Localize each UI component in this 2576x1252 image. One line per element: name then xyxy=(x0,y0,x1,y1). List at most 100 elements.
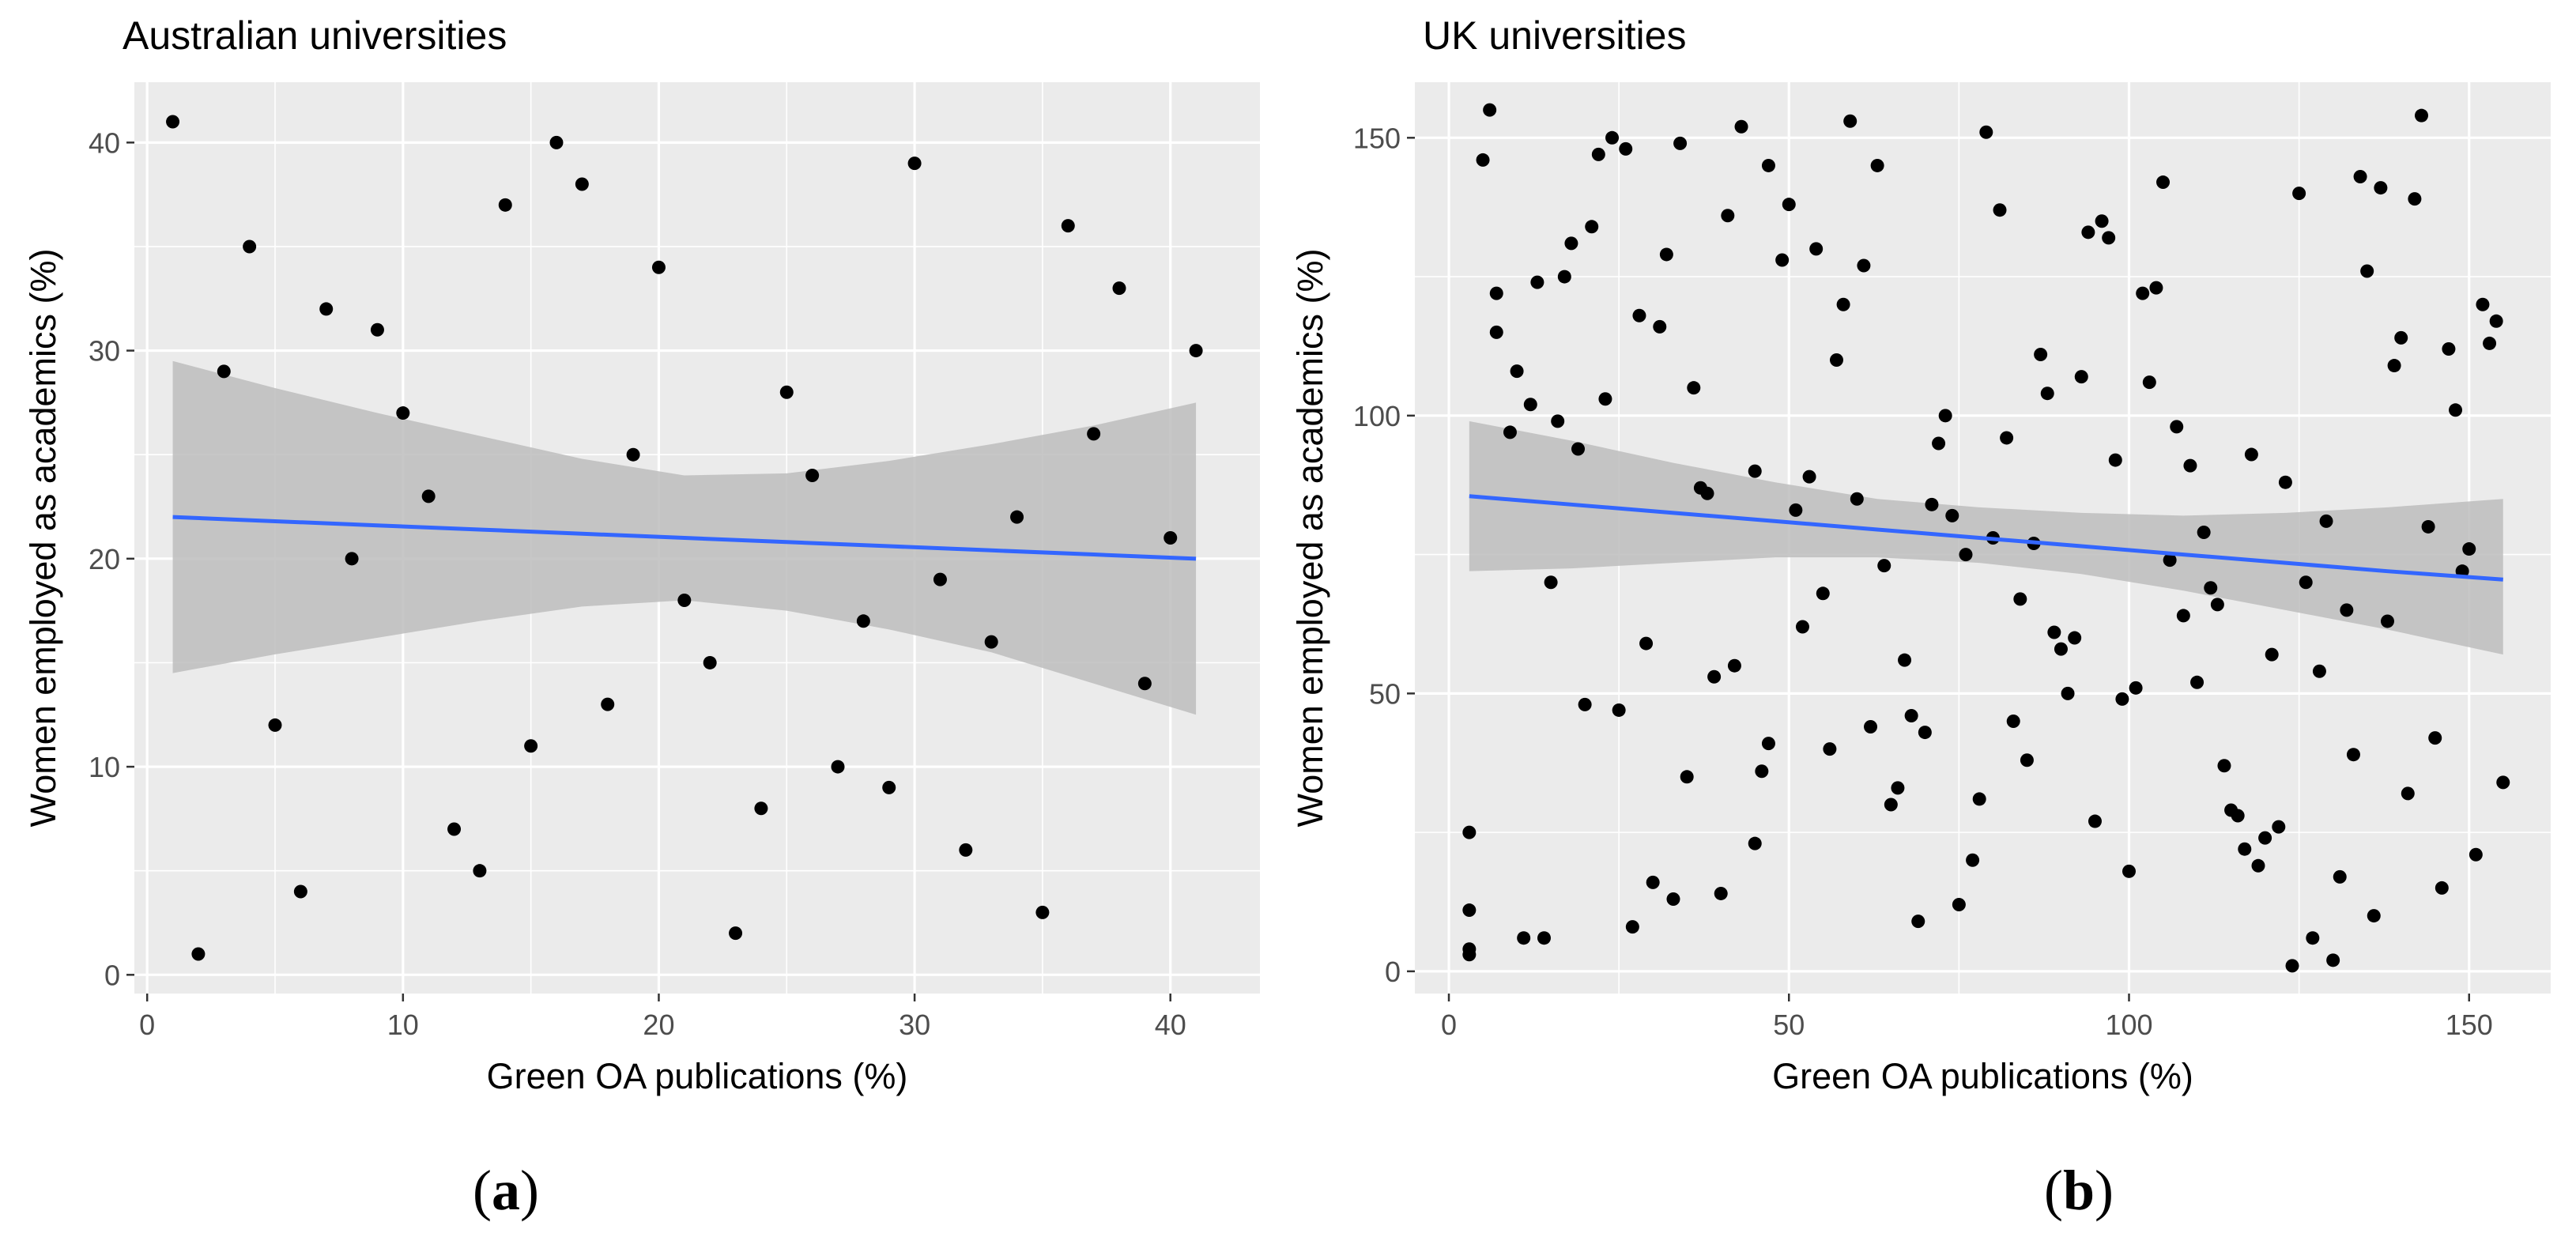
data-point xyxy=(2401,786,2415,801)
data-point xyxy=(166,115,180,129)
x-tick-label: 0 xyxy=(139,1009,155,1041)
data-point xyxy=(1891,781,1905,795)
data-point xyxy=(2272,820,2286,834)
data-point xyxy=(831,760,845,774)
data-point xyxy=(1802,470,1816,484)
data-point xyxy=(1700,486,1714,500)
chart-australian-universities: 0 10 20 30 40 0 10 20 30 40 Australian universitie… xyxy=(23,13,1260,1096)
data-point xyxy=(2380,614,2394,628)
data-point xyxy=(1707,669,1722,684)
data-point xyxy=(984,635,998,649)
data-point xyxy=(1945,508,1959,522)
data-point xyxy=(2265,647,2279,662)
data-point xyxy=(2061,686,2075,700)
data-point xyxy=(2462,542,2476,556)
data-point xyxy=(1673,136,1688,150)
data-point xyxy=(1993,203,2007,217)
data-point xyxy=(805,469,820,483)
data-point xyxy=(2312,664,2326,678)
data-point xyxy=(1789,503,1803,517)
data-point xyxy=(243,239,257,254)
data-point xyxy=(1537,931,1551,945)
trend-line xyxy=(1469,494,2503,582)
trend-line xyxy=(172,515,1197,561)
data-point xyxy=(396,406,410,420)
data-point xyxy=(2449,403,2463,417)
data-point xyxy=(1517,931,1531,945)
data-point xyxy=(2088,814,2102,828)
data-point xyxy=(2129,681,2143,695)
data-point xyxy=(1035,905,1050,919)
data-point xyxy=(2326,953,2340,967)
data-point xyxy=(217,364,231,379)
data-point xyxy=(2122,864,2137,878)
y-tick-label: 0 xyxy=(104,959,120,991)
data-point xyxy=(1523,398,1537,412)
data-point xyxy=(1823,742,1837,756)
data-point xyxy=(1061,219,1075,233)
data-point xyxy=(2319,514,2333,528)
data-point xyxy=(345,552,359,566)
data-point xyxy=(1904,708,1918,722)
panel-label-a-letter: a xyxy=(492,1159,520,1222)
data-point xyxy=(268,718,282,732)
data-point xyxy=(473,864,487,878)
data-point xyxy=(1164,531,1178,545)
data-point xyxy=(524,739,538,753)
data-point xyxy=(1918,726,1932,740)
data-point xyxy=(1843,114,1858,128)
data-point xyxy=(2204,581,2218,595)
data-point xyxy=(677,593,692,607)
data-point xyxy=(2258,831,2272,845)
y-tick-label: 40 xyxy=(89,126,120,159)
data-point xyxy=(2136,286,2150,300)
data-point xyxy=(1591,147,1605,161)
data-point xyxy=(1557,270,1571,284)
data-point xyxy=(2190,675,2204,689)
data-point xyxy=(1870,158,1884,172)
data-point xyxy=(2292,187,2306,201)
data-point xyxy=(601,697,615,711)
data-point xyxy=(447,822,462,836)
x-tick-label: 50 xyxy=(1773,1009,1805,1041)
data-point xyxy=(1966,853,1980,867)
data-point xyxy=(1884,798,1898,812)
data-point xyxy=(1795,620,1809,634)
data-point xyxy=(1666,892,1680,906)
data-point xyxy=(1775,253,1790,267)
data-point xyxy=(1612,703,1626,717)
data-point xyxy=(2251,858,2265,873)
chart-title: UK universities xyxy=(1423,13,1686,58)
data-point xyxy=(1489,325,1503,339)
data-point xyxy=(1632,308,1646,322)
data-point xyxy=(933,572,947,586)
data-point xyxy=(2034,347,2048,361)
chart-title: Australian universities xyxy=(123,13,507,58)
data-point xyxy=(1734,119,1748,134)
data-point xyxy=(2006,715,2020,729)
data-point xyxy=(1189,344,1203,358)
data-point xyxy=(2469,847,2483,862)
data-point xyxy=(1761,737,1775,751)
data-point xyxy=(1646,875,1660,889)
data-point xyxy=(1911,914,1925,929)
x-tick-label: 100 xyxy=(2105,1009,2152,1041)
data-point xyxy=(1836,297,1850,311)
data-point xyxy=(2142,375,2156,390)
x-tick-label: 150 xyxy=(2446,1009,2493,1041)
data-point xyxy=(2496,775,2510,790)
data-point xyxy=(1857,258,1871,273)
data-point xyxy=(1137,677,1152,691)
data-point xyxy=(1462,948,1477,962)
data-point xyxy=(907,156,922,171)
data-point xyxy=(754,801,768,816)
data-point xyxy=(575,177,589,191)
data-point xyxy=(191,947,206,961)
data-point xyxy=(1952,898,1966,912)
data-point xyxy=(1979,125,1993,139)
y-tick-label: 100 xyxy=(1353,400,1401,432)
data-point xyxy=(1503,425,1517,439)
data-point xyxy=(626,447,640,462)
data-point xyxy=(421,489,436,503)
data-point xyxy=(293,884,307,899)
